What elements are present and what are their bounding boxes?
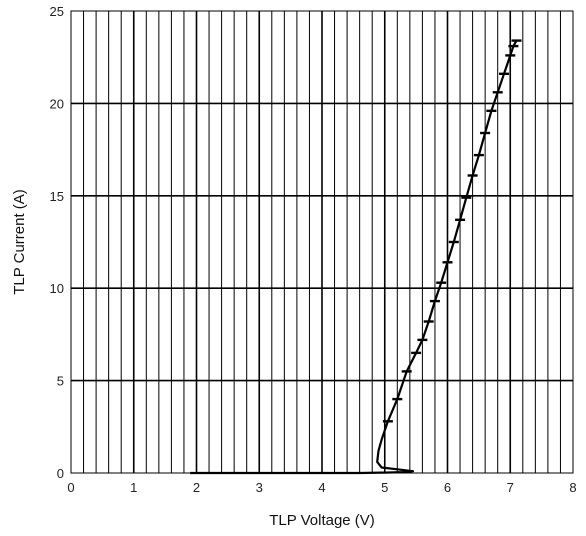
x-tick-label: 6 [444, 480, 451, 495]
y-tick-labels: 0 5 10 15 20 25 [50, 4, 64, 481]
x-tick-label: 1 [130, 480, 137, 495]
y-axis-title: TLP Current (A) [11, 189, 28, 295]
y-tick-label: 25 [50, 4, 64, 19]
y-tick-label: 5 [57, 374, 64, 389]
y-tick-label: 20 [50, 96, 64, 111]
major-gridlines [71, 11, 573, 473]
x-tick-label: 8 [569, 480, 576, 495]
plot-frame [70, 10, 574, 474]
y-tick-label: 15 [50, 189, 64, 204]
x-axis-title: TLP Voltage (V) [269, 512, 375, 529]
x-tick-label: 4 [318, 480, 325, 495]
series-layer [190, 39, 522, 475]
minor-gridlines [83, 11, 561, 473]
x-tick-label: 0 [67, 480, 74, 495]
x-tick-label: 3 [256, 480, 263, 495]
x-tick-label: 7 [507, 480, 514, 495]
x-tick-label: 2 [193, 480, 200, 495]
x-tick-labels: 0 1 2 3 4 5 6 7 8 [67, 480, 576, 495]
y-tick-label: 0 [57, 466, 64, 481]
y-tick-label: 10 [50, 281, 64, 296]
x-tick-label: 5 [381, 480, 388, 495]
